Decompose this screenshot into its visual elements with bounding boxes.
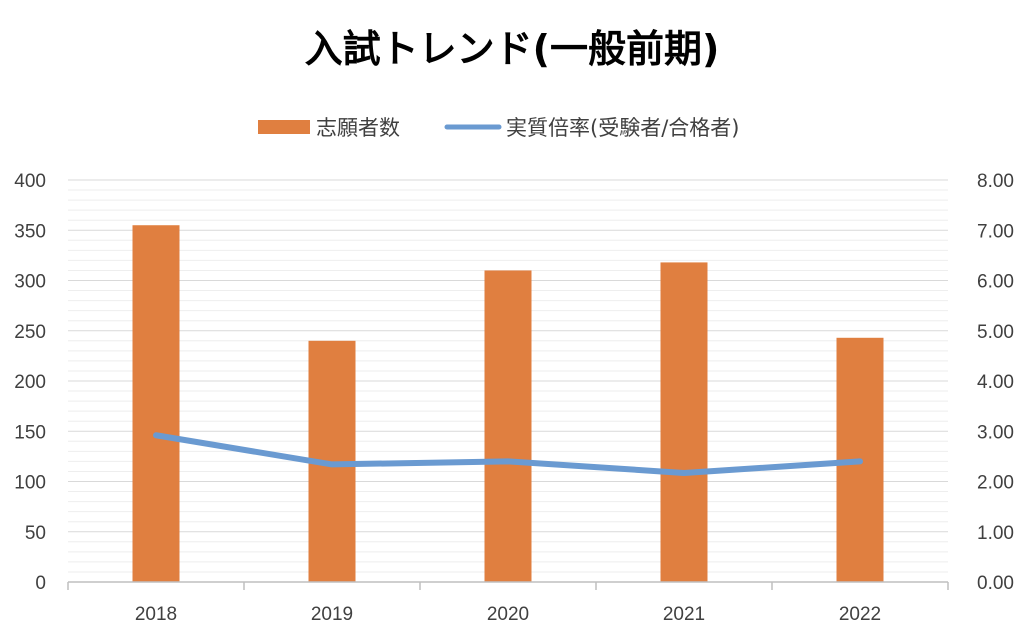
bar-series [132,225,884,582]
y-left-tick-label: 50 [25,523,46,544]
y-left-tick-label: 200 [14,372,46,393]
bar-2018 [132,225,180,582]
y-left-tick-label: 250 [14,322,46,343]
line-point-2021 [683,472,685,474]
axes: 2018 2019 2020 2021 2022 0 50 100 150 200 250 300 35… [14,171,1014,625]
y-left-tick-label: 350 [14,221,46,242]
y-right-tick-label: 2.00 [977,473,1014,494]
y-right-tick-label: 7.00 [977,221,1014,242]
y-right-tick-label: 1.00 [977,523,1014,544]
y-left-tick-label: 400 [14,171,46,192]
y-right-tick-label: 6.00 [977,272,1014,293]
legend-label-bars: 志願者数 [316,116,400,140]
y-left-tick-label: 150 [14,422,46,443]
y-left-tick-label: 100 [14,473,46,494]
y-right-tick-label: 4.00 [977,372,1014,393]
x-tick-label: 2021 [663,604,705,625]
legend: 志願者数 実質倍率(受験者/合格者) [258,116,739,140]
y-left-tick-label: 0 [35,573,46,594]
y-right-tick-label: 0.00 [977,573,1014,594]
line-point-2019 [331,463,333,465]
bar-2020 [484,270,532,582]
y-left-tick-label: 300 [14,272,46,293]
line-point-2018 [155,434,157,436]
y-right-tick-label: 8.00 [977,171,1014,192]
legend-label-line: 実質倍率(受験者/合格者) [506,116,739,140]
y-right-tick-label: 3.00 [977,422,1014,443]
line-series [153,432,863,476]
y-right-tick-label: 5.00 [977,322,1014,343]
line-point-2022 [859,460,861,462]
x-tick-label: 2020 [487,604,529,625]
x-tick-label: 2019 [311,604,353,625]
x-tick-label: 2022 [839,604,881,625]
bar-2021 [660,262,708,582]
legend-swatch-bars [258,120,310,134]
x-tick-label: 2018 [135,604,177,625]
line-point-2020 [507,460,509,462]
chart-title: 入試トレンド(一般前期) [305,27,720,71]
